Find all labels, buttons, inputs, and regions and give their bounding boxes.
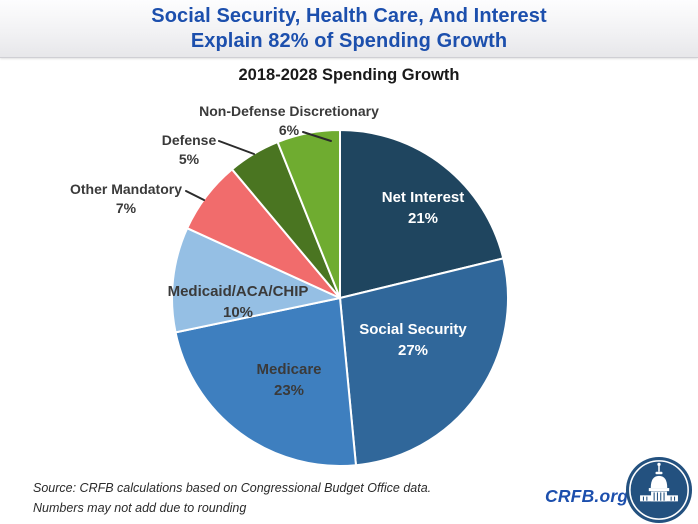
leader-line-other-mandatory [185,190,205,201]
crfb-org-link[interactable]: CRFB.org [545,486,629,506]
pie-slice-medicare [174,297,357,467]
capitol-building-glyph [640,462,678,502]
leader-line-non-defense [302,131,332,142]
header-band: Social Security, Health Care, And Intere… [0,0,698,58]
pie-slices [171,129,509,467]
leader-lines [185,131,332,201]
chart-subtitle: 2018-2028 Spending Growth [238,66,460,84]
slide-title-line2: Explain 82% of Spending Growth [190,29,508,52]
source-line1: Source: CRFB calculations based on Congr… [33,481,432,495]
slide-title-line1: Social Security, Health Care, And Intere… [151,4,547,27]
leader-line-defense [218,140,255,155]
pie-slice-medicaid-aca-chip [171,227,341,334]
source-line2: Numbers may not add due to rounding [33,501,247,515]
crfb-capitol-logo-icon [625,456,693,524]
slide-title: Social Security, Health Care, And Intere… [151,4,546,54]
pie-slice-social-security [339,257,509,467]
pie-slice-net-interest [339,129,505,299]
source-note: Source: CRFB calculations based on Congr… [33,478,431,518]
